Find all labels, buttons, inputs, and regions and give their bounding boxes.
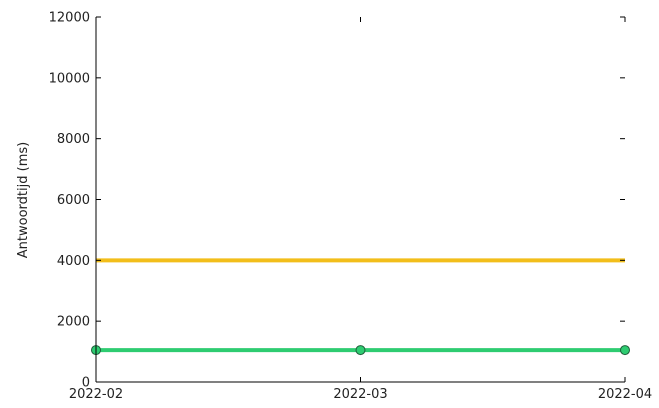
y-tick-label-3: 6000 xyxy=(57,193,90,208)
series-layer xyxy=(91,258,630,356)
axes-layer xyxy=(95,17,625,383)
series-1-point-2 xyxy=(620,345,630,356)
x-tick-label-2: 2022-04 xyxy=(598,387,652,402)
y-tick-label-6: 12000 xyxy=(49,11,90,26)
y-tick-label-2: 4000 xyxy=(57,254,90,269)
series-1-point-1 xyxy=(355,345,366,356)
y-tick-label-0: 0 xyxy=(82,376,90,391)
y-tick-label-5: 10000 xyxy=(49,71,90,86)
x-tick-label-1: 2022-03 xyxy=(333,387,387,402)
x-tick-label-0: 2022-02 xyxy=(69,387,123,402)
ticks-layer: 0 2000 4000 6000 8000 10000 12000 2022-02 2022-0… xyxy=(49,11,653,403)
y-tick-label-4: 8000 xyxy=(57,132,90,147)
y-tick-label-1: 2000 xyxy=(57,315,90,330)
y-axis-label: Antwoordtijd (ms) xyxy=(16,142,31,258)
